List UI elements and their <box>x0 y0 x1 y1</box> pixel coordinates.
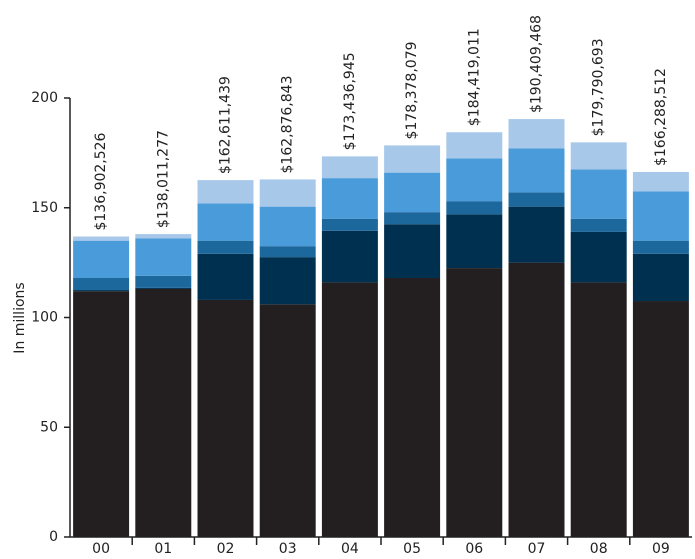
bar-segment <box>321 218 378 231</box>
x-tick-label: 00 <box>92 541 110 557</box>
bar-segment <box>135 288 192 537</box>
x-tick-label: 08 <box>590 541 608 557</box>
bar-segment <box>197 299 254 537</box>
bar-segment <box>632 240 689 254</box>
bar-segment <box>73 290 130 292</box>
total-label: $184,419,011 <box>466 28 482 126</box>
y-tick-label: 100 <box>31 310 58 326</box>
total-label: $166,288,512 <box>653 68 669 166</box>
bar-segment <box>570 142 627 170</box>
bar-segment <box>570 282 627 537</box>
bar-segment <box>384 212 441 225</box>
total-label: $190,409,468 <box>529 15 545 113</box>
bar-segment <box>197 240 254 254</box>
bar-segment <box>446 158 503 202</box>
bar-segment <box>73 277 130 291</box>
bar-segment <box>259 304 316 537</box>
bar-segment <box>135 234 192 239</box>
bar-segment <box>632 301 689 537</box>
bar-segment <box>384 145 441 173</box>
total-label: $162,876,843 <box>280 76 296 174</box>
bar-segment <box>259 257 316 305</box>
bar-segment <box>197 253 254 300</box>
bar-segment <box>446 132 503 159</box>
bar-segment <box>632 171 689 192</box>
bar-segment <box>259 206 316 247</box>
total-label: $178,378,079 <box>404 41 420 139</box>
x-tick-label: 02 <box>217 541 235 557</box>
bar-segment <box>508 262 565 537</box>
bar-segment <box>135 287 192 289</box>
bar-segment <box>632 191 689 241</box>
y-tick-label: 50 <box>40 419 58 435</box>
x-tick-label: 06 <box>465 541 483 557</box>
y-axis-label: In millions <box>12 282 28 353</box>
total-label: $162,611,439 <box>218 76 234 174</box>
bar-segment <box>570 169 627 219</box>
bar-segment <box>446 201 503 215</box>
bar-segment <box>384 224 441 278</box>
y-tick-label: 150 <box>31 200 58 216</box>
bar-segment <box>570 231 627 283</box>
bar-segment <box>384 277 441 537</box>
bar-segment <box>197 180 254 204</box>
bar-segment <box>135 275 192 288</box>
y-tick-label: 200 <box>31 90 58 106</box>
bar-segment <box>73 240 130 278</box>
bar-segment <box>259 179 316 207</box>
total-label: $138,011,277 <box>155 130 171 228</box>
bar-segment <box>632 253 689 302</box>
bar-segment <box>508 192 565 207</box>
bar-segment <box>321 230 378 283</box>
bar-segment <box>508 148 565 193</box>
total-label: $179,790,693 <box>591 38 607 136</box>
bar-segment <box>570 218 627 232</box>
y-tick-label: 0 <box>49 529 58 545</box>
bar-segment <box>135 238 192 276</box>
bar-segment <box>446 214 503 269</box>
bar-segment <box>197 203 254 241</box>
x-tick-label: 03 <box>279 541 297 557</box>
bar-segment <box>384 172 441 213</box>
bar-segment <box>446 268 503 537</box>
total-label: $173,436,945 <box>342 52 358 150</box>
bar-segment <box>508 206 565 263</box>
bar-segment <box>321 156 378 179</box>
bar-segment <box>73 236 130 241</box>
bar-segment <box>321 178 378 219</box>
x-tick-label: 07 <box>528 541 546 557</box>
x-tick-label: 05 <box>403 541 421 557</box>
x-tick-label: 09 <box>652 541 670 557</box>
total-label: $136,902,526 <box>93 132 109 230</box>
x-tick-label: 01 <box>154 541 172 557</box>
bar-segment <box>508 119 565 149</box>
bar-segment <box>259 246 316 258</box>
bar-segment <box>321 282 378 537</box>
x-tick-label: 04 <box>341 541 359 557</box>
bar-segment <box>73 291 130 537</box>
